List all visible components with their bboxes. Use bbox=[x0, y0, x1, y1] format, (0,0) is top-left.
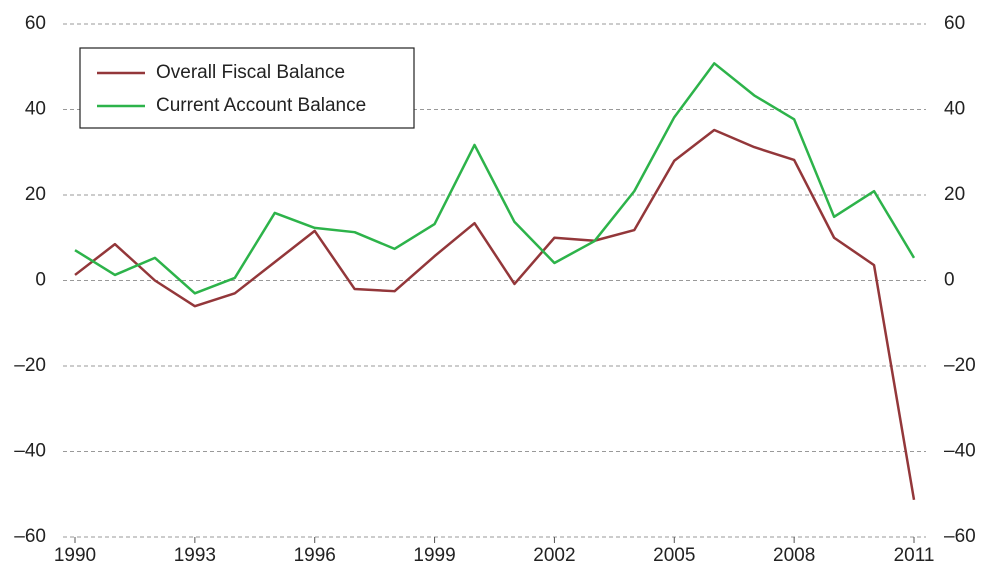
y2-tick-label: –40 bbox=[944, 441, 976, 462]
y-tick-label: 40 bbox=[25, 99, 46, 120]
y-tick-label: 20 bbox=[25, 184, 46, 205]
y-tick-label: –60 bbox=[14, 526, 46, 547]
x-tick-label: 2005 bbox=[653, 545, 695, 566]
legend-label: Current Account Balance bbox=[156, 95, 366, 116]
y2-tick-label: 40 bbox=[944, 99, 965, 120]
y2-tick-label: 0 bbox=[944, 270, 955, 291]
legend-label: Overall Fiscal Balance bbox=[156, 62, 345, 83]
x-tick-label: 1990 bbox=[54, 545, 96, 566]
x-tick-label: 2011 bbox=[894, 545, 935, 566]
x-tick-label: 2002 bbox=[533, 545, 575, 566]
y2-tick-label: 20 bbox=[944, 184, 965, 205]
y-tick-label: –40 bbox=[14, 441, 46, 462]
x-tick-label: 1999 bbox=[413, 545, 455, 566]
legend-box bbox=[79, 47, 415, 129]
x-tick-label: 1996 bbox=[294, 545, 336, 566]
x-tick-label: 2008 bbox=[773, 545, 815, 566]
series-line bbox=[74, 62, 916, 295]
series-line bbox=[74, 128, 916, 501]
y2-tick-label: 60 bbox=[944, 13, 965, 34]
y-tick-label: –20 bbox=[14, 355, 46, 376]
y2-tick-label: –60 bbox=[944, 526, 976, 547]
y-tick-label: 0 bbox=[35, 270, 46, 291]
x-tick-label: 1993 bbox=[174, 545, 216, 566]
y-tick-label: 60 bbox=[25, 13, 46, 34]
y2-tick-label: –20 bbox=[944, 355, 976, 376]
